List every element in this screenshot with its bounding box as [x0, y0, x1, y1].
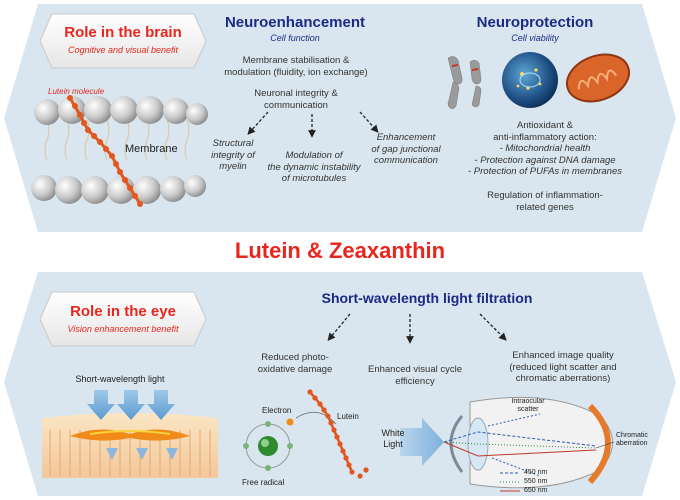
white-light-line1: White [381, 428, 405, 438]
electron-label: Electron [262, 406, 292, 415]
neuroprotection-title: Neuroprotection [476, 14, 594, 31]
brain-badge-title: Role in the brain [64, 24, 182, 41]
white-light-label: White Light [378, 428, 408, 450]
antioxidant-line2: anti-inflammatory action: [493, 131, 597, 143]
bullet-pufa-protection: - Protection of PUFAs in membranes [468, 166, 622, 177]
neuroenhancement-title: Neuroenhancement [224, 14, 366, 31]
outcome-microtubules-line2: the dynamic instability [267, 161, 361, 173]
outcome-gap-junction: Enhancement of gap junctional communicat… [356, 132, 456, 167]
outcome-myelin-line3: myelin [219, 161, 247, 172]
outcome-gap-junction-line1: Enhancement [376, 132, 436, 143]
membrane-stabilisation-text: Membrane stabilisation & modulation (flu… [196, 55, 396, 78]
outcome-image-quality-line3: chromatic aberrations) [515, 373, 611, 384]
antioxidant-line1: Antioxidant & [517, 120, 573, 131]
membrane-stabilisation-line2: modulation (fluidity, ion exchange) [224, 66, 368, 78]
outcome-gap-junction-line3: communication [374, 155, 438, 166]
outcome-microtubules-line3: of microtubules [281, 173, 347, 184]
intraocular-scatter-line1: Intraocular [511, 398, 545, 405]
lutein-molecule-label: Lutein molecule [48, 87, 105, 96]
membrane-label: Membrane [125, 143, 178, 155]
outcome-microtubules: Modulation of the dynamic instability of… [254, 150, 374, 185]
legend-650nm: 650 nm [524, 487, 548, 494]
inflammation-genes-line2: related genes [516, 201, 574, 213]
brain-badge [39, 13, 207, 69]
eye-illustration [400, 396, 615, 489]
outcome-myelin-line1: Structural [212, 138, 254, 149]
eye-badge-title: Role in the eye [70, 303, 176, 320]
outcome-myelin: Structural integrity of myelin [198, 138, 268, 173]
filtration-title: Short-wavelength light filtration [321, 290, 533, 306]
neuronal-integrity-text: Neuronal integrity & communication [226, 88, 366, 111]
intraocular-scatter-label: Intraocular scatter [498, 398, 558, 414]
brain-badge-subtitle: Cognitive and visual benefit [67, 45, 179, 55]
bullet-dna-damage: - Protection against DNA damage [474, 154, 616, 166]
chromatic-aberration-line1: Chromatic [616, 432, 648, 439]
eye-badge [39, 291, 207, 347]
outcome-myelin-line2: integrity of [211, 149, 255, 161]
wavelength-legend-swatches [500, 472, 520, 492]
outcome-visual-cycle-line2: efficiency [395, 375, 435, 387]
intraocular-scatter-line2: scatter [517, 406, 539, 413]
legend-450nm: 450 nm [524, 469, 548, 476]
wavelength-legend: 450 nm 550 nm 650 nm [524, 468, 547, 495]
bullet-mitochondrial-health: - Mitochondrial health [499, 143, 591, 154]
outcome-image-quality: Enhanced image quality (reduced light sc… [488, 350, 638, 385]
main-title: Lutein & Zeaxanthin [234, 238, 446, 263]
membrane-stabilisation-line1: Membrane stabilisation & [242, 55, 350, 66]
outcome-microtubules-line1: Modulation of [285, 150, 343, 161]
cell-icon [502, 52, 558, 108]
short-wavelength-label: Short-wavelength light [75, 374, 165, 384]
neuronal-integrity-line2: communication [264, 99, 328, 111]
retina-illustration [42, 390, 218, 478]
outcome-photo-oxidative: Reduced photo- oxidative damage [240, 352, 350, 375]
inflammation-genes-line1: Regulation of inflammation- [487, 190, 603, 201]
inflammation-genes-text: Regulation of inflammation- related gene… [455, 190, 635, 213]
membrane-illustration [31, 95, 208, 207]
neuroenhancement-arrows [247, 111, 379, 138]
antioxidant-text: Antioxidant & anti-inflammatory action: … [450, 120, 640, 178]
outcome-visual-cycle-line1: Enhanced visual cycle [368, 364, 462, 375]
chromatic-aberration-line2: aberration [616, 440, 648, 447]
chromosome-icon [447, 56, 482, 109]
outcome-photo-oxidative-line2: oxidative damage [257, 363, 333, 375]
mitochondrion-icon [566, 53, 630, 103]
lutein-chain-label: Lutein [337, 412, 359, 421]
eye-badge-subtitle: Vision enhancement benefit [67, 324, 179, 334]
outcome-image-quality-line2: (reduced light scatter and [509, 361, 617, 373]
white-light-line2: Light [383, 439, 403, 449]
outcome-photo-oxidative-line1: Reduced photo- [261, 352, 329, 363]
neuroprotection-subtitle: Cell viability [511, 33, 559, 43]
filtration-arrows [327, 313, 507, 344]
chromatic-aberration-label: Chromatic aberration [616, 432, 648, 448]
outcome-gap-junction-line2: of gap junctional [371, 143, 441, 155]
neuronal-integrity-line1: Neuronal integrity & [254, 88, 338, 99]
outcome-image-quality-line1: Enhanced image quality [512, 350, 614, 361]
free-radical-illustration [243, 389, 369, 479]
free-radical-label: Free radical [242, 478, 285, 487]
neuroenhancement-subtitle: Cell function [270, 33, 320, 43]
legend-550nm: 550 nm [524, 478, 548, 485]
outcome-visual-cycle: Enhanced visual cycle efficiency [355, 364, 475, 387]
